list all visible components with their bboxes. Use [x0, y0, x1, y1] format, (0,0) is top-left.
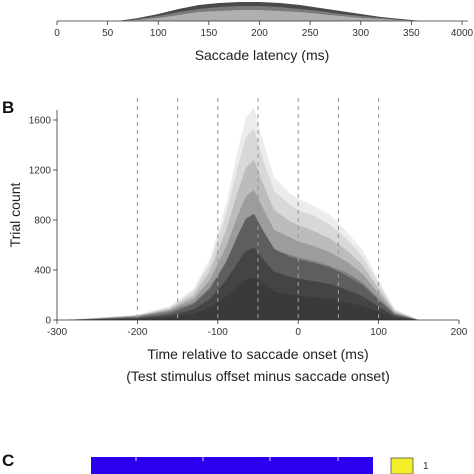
panel-c: C 1: [2, 451, 429, 474]
panel-a-area-1: [117, 10, 422, 21]
panel-b-area-8: [65, 277, 419, 320]
panel-b-xlabel: Time relative to saccade onset (ms): [147, 346, 368, 362]
panel-a-x-tick-label: 0: [54, 28, 60, 39]
panel-b-y-tick-label: 0: [45, 316, 51, 327]
panel-b-y-tick-label: 400: [34, 266, 51, 277]
panel-a-x-tick-label: 150: [201, 28, 218, 39]
panel-a-x-tick-label: 50: [102, 28, 114, 39]
panel-b-ylabel: Trial count: [7, 182, 23, 247]
panel-b-dashed-lines: [136, 98, 380, 320]
panel-a-areas: [117, 2, 422, 21]
panel-b-xlabel-sub: (Test stimulus offset minus saccade onse…: [126, 368, 390, 384]
panel-a-x-ticks: 0 50 100 150 200 250 300 350 4000: [54, 21, 474, 39]
panel-a-x-tick-label: 100: [150, 28, 167, 39]
panel-b-x-tick-label: 200: [451, 327, 468, 338]
panel-b-areas: [65, 107, 419, 320]
panel-c-legend-label: 1: [423, 461, 429, 472]
panel-b-x-tick-label: 100: [370, 327, 387, 338]
panel-b-y-tick-label: 800: [34, 216, 51, 227]
panel-c-legend-swatch: [390, 457, 414, 474]
panel-b-label: B: [2, 98, 14, 117]
panel-b-x-tick-label: -100: [208, 327, 228, 338]
panel-b-x-ticks: -300 -200 -100 0 100 200: [47, 320, 468, 338]
panel-a-x-tick-label: 200: [251, 28, 268, 39]
panel-b-y-tick-label: 1600: [29, 116, 52, 127]
panel-b: B -300 -200 -100 0 100 200 0 400 800 1200 1600 Tr…: [2, 98, 468, 384]
panel-a-x-tick-label: 300: [352, 28, 369, 39]
panel-a-x-tick-label: 4000: [451, 28, 474, 39]
panel-b-x-tick-label: -300: [47, 327, 67, 338]
panel-c-bar: [91, 457, 373, 474]
panel-a: 0 50 100 150 200 250 300 350 4000 Saccade latenc…: [54, 2, 474, 63]
panel-a-x-tick-label: 350: [403, 28, 420, 39]
panel-b-y-ticks: 0 400 800 1200 1600: [29, 116, 57, 327]
panel-a-xlabel: Saccade latency (ms): [195, 47, 330, 63]
panel-c-label: C: [2, 451, 14, 470]
panel-b-y-tick-label: 1200: [29, 166, 52, 177]
panel-b-x-tick-label: 0: [295, 327, 301, 338]
panel-a-x-tick-label: 250: [302, 28, 319, 39]
panel-b-x-tick-label: -200: [127, 327, 147, 338]
